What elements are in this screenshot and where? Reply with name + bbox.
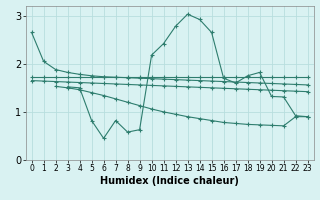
- X-axis label: Humidex (Indice chaleur): Humidex (Indice chaleur): [100, 176, 239, 186]
